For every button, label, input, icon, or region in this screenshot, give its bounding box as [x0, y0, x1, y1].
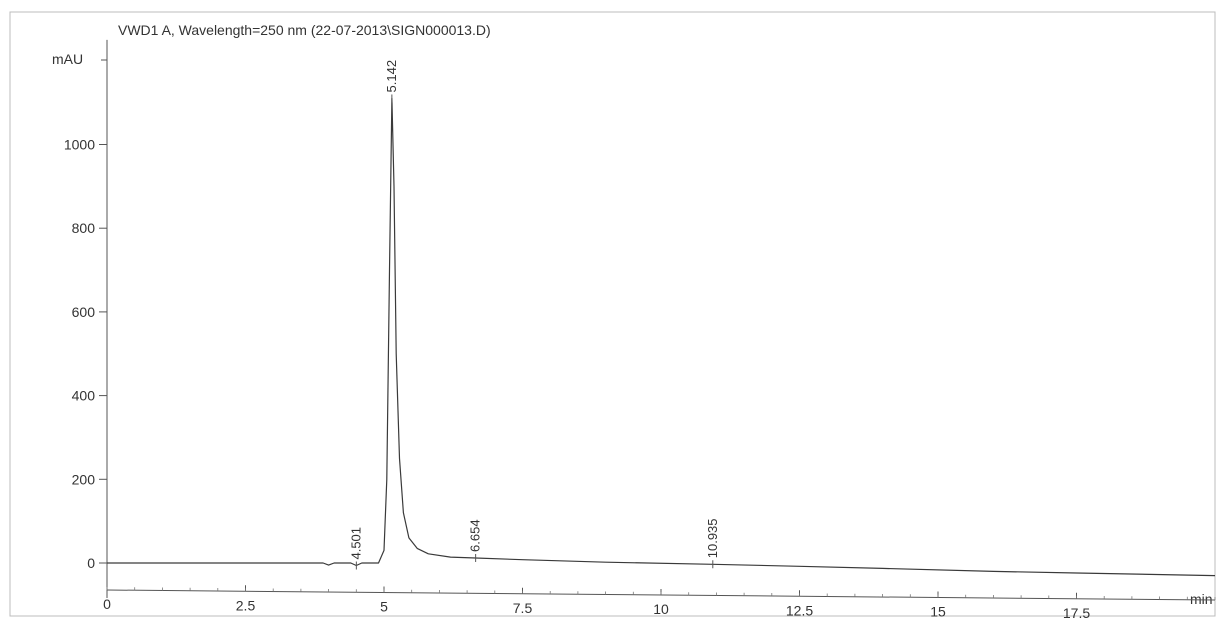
signal-trace — [107, 99, 1215, 576]
y-tick-label: 0 — [87, 555, 95, 571]
x-tick-label: 5 — [380, 599, 388, 615]
y-tick-label: 200 — [72, 471, 96, 487]
y-ticks: 0 200 400 600 800 1000 — [64, 137, 107, 572]
chart-title: VWD1 A, Wavelength=250 nm (22-07-2013\SI… — [118, 22, 491, 38]
x-tick-label: 12.5 — [786, 602, 813, 618]
y-tick-label: 800 — [72, 220, 96, 236]
x-tick-label: 10 — [653, 601, 669, 617]
y-tick-label: 600 — [72, 304, 96, 320]
series-group — [107, 99, 1215, 576]
y-tick-label: 400 — [72, 388, 96, 404]
x-tick-label: 0 — [103, 596, 111, 612]
chart-frame — [10, 12, 1215, 616]
peak-retention-time: 4.501 — [348, 527, 363, 560]
peak-label-group: 6.654 — [468, 519, 483, 562]
x-tick-label: 17.5 — [1063, 605, 1090, 621]
peak-label-group: 10.935 — [705, 518, 720, 568]
y-axis-label: mAU — [52, 51, 83, 67]
peak-retention-time: 10.935 — [705, 518, 720, 558]
x-axis-label: min — [1190, 591, 1213, 607]
y-tick-label: 1000 — [64, 137, 95, 153]
axes — [101, 40, 1215, 600]
x-tick-label: 15 — [930, 604, 946, 620]
peak-labels: 4.501 5.142 6.654 10.935 — [348, 60, 719, 570]
peak-retention-time: 6.654 — [468, 519, 483, 552]
peak-retention-time: 5.142 — [384, 60, 399, 93]
x-tick-label: 7.5 — [513, 600, 533, 616]
x-tick-label: 2.5 — [236, 597, 256, 613]
peak-label-group: 5.142 — [384, 60, 399, 103]
x-ticks: 0 2.5 5 7.5 10 12.5 15 17.5 — [103, 584, 1215, 621]
